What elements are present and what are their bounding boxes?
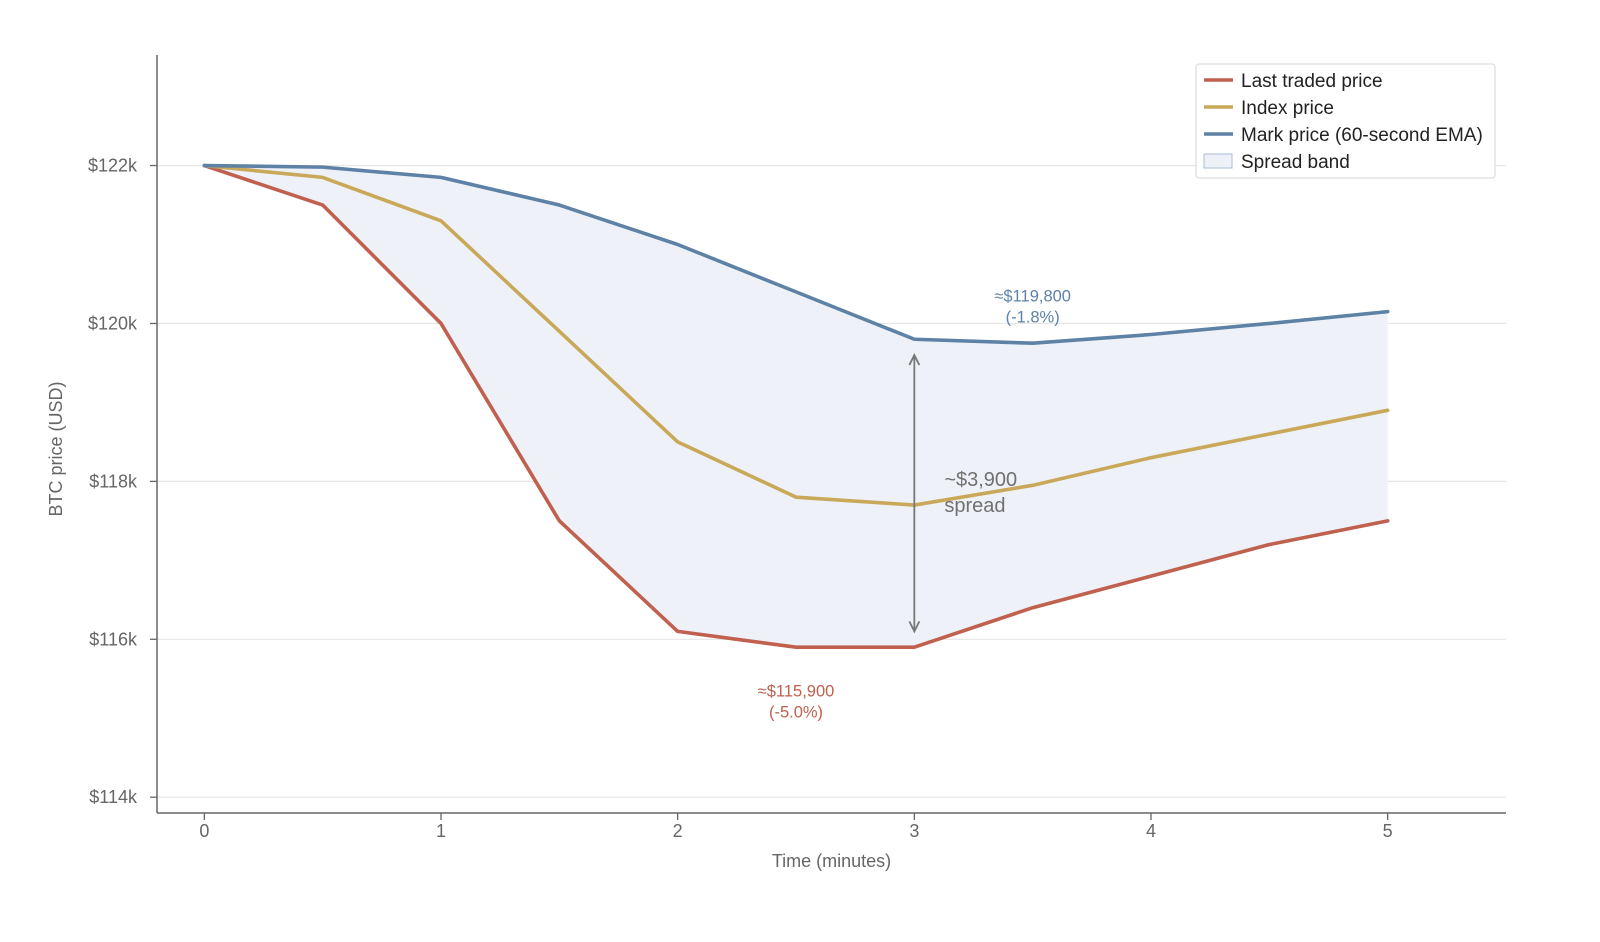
x-axis-title: Time (minutes) <box>772 851 891 871</box>
y-tick-label: $114k <box>89 787 138 807</box>
spread-arrow-head-bottom <box>908 620 921 634</box>
axes: $114k $116k $118k $120k $122k 0 1 2 3 4 5 Time (min… <box>46 55 1506 871</box>
spread-band <box>204 165 1388 648</box>
legend-swatch-patch <box>1203 153 1233 169</box>
annotation-line: ≈$115,900 <box>758 682 835 700</box>
spread-label: ~$3,900 spread <box>944 469 1017 517</box>
spread-band-area <box>204 165 1388 648</box>
series-line-index-price <box>202 163 1390 507</box>
legend-label: Index price <box>1241 98 1334 119</box>
legend-label: Spread band <box>1241 152 1350 173</box>
annotation-line: ≈$119,800 <box>994 288 1071 306</box>
x-tick-label: 1 <box>436 821 446 841</box>
annotations: ≈$119,800 (-1.8%) ≈$115,900 (-5.0%) ~$3,900 s… <box>758 288 1071 722</box>
spread-label-line: spread <box>944 495 1005 517</box>
price-annotation: ≈$115,900 (-5.0%) <box>758 682 835 721</box>
y-tick-label: $122k <box>88 156 138 176</box>
x-tick-label: 3 <box>909 821 919 841</box>
y-tick-label: $118k <box>89 471 138 491</box>
series-lines <box>202 163 1390 649</box>
y-tick-label: $120k <box>88 313 138 333</box>
x-tick-label: 2 <box>673 821 683 841</box>
y-tick-label: $116k <box>89 629 138 649</box>
legend-box <box>1195 63 1496 179</box>
series-line-last-traded-price <box>202 163 1390 649</box>
x-tick-label: 5 <box>1383 821 1393 841</box>
legend-label: Last traded price <box>1241 71 1383 92</box>
legend: Last traded price Index price Mark price (… <box>1195 63 1496 179</box>
y-axis-title: BTC price (USD) <box>46 381 66 516</box>
x-tick-label: 4 <box>1146 821 1156 841</box>
legend-label: Mark price (60-second EMA) <box>1241 125 1483 146</box>
spread-arrow-head-top <box>908 353 921 366</box>
spread-label-line: ~$3,900 <box>944 469 1017 491</box>
annotation-line: (-1.8%) <box>1006 309 1060 327</box>
x-tick-label: 0 <box>199 821 209 841</box>
price-annotation: ≈$119,800 (-1.8%) <box>994 288 1071 327</box>
annotation-line: (-5.0%) <box>769 703 823 721</box>
series-line-mark-price-60-second-ema <box>202 163 1390 345</box>
